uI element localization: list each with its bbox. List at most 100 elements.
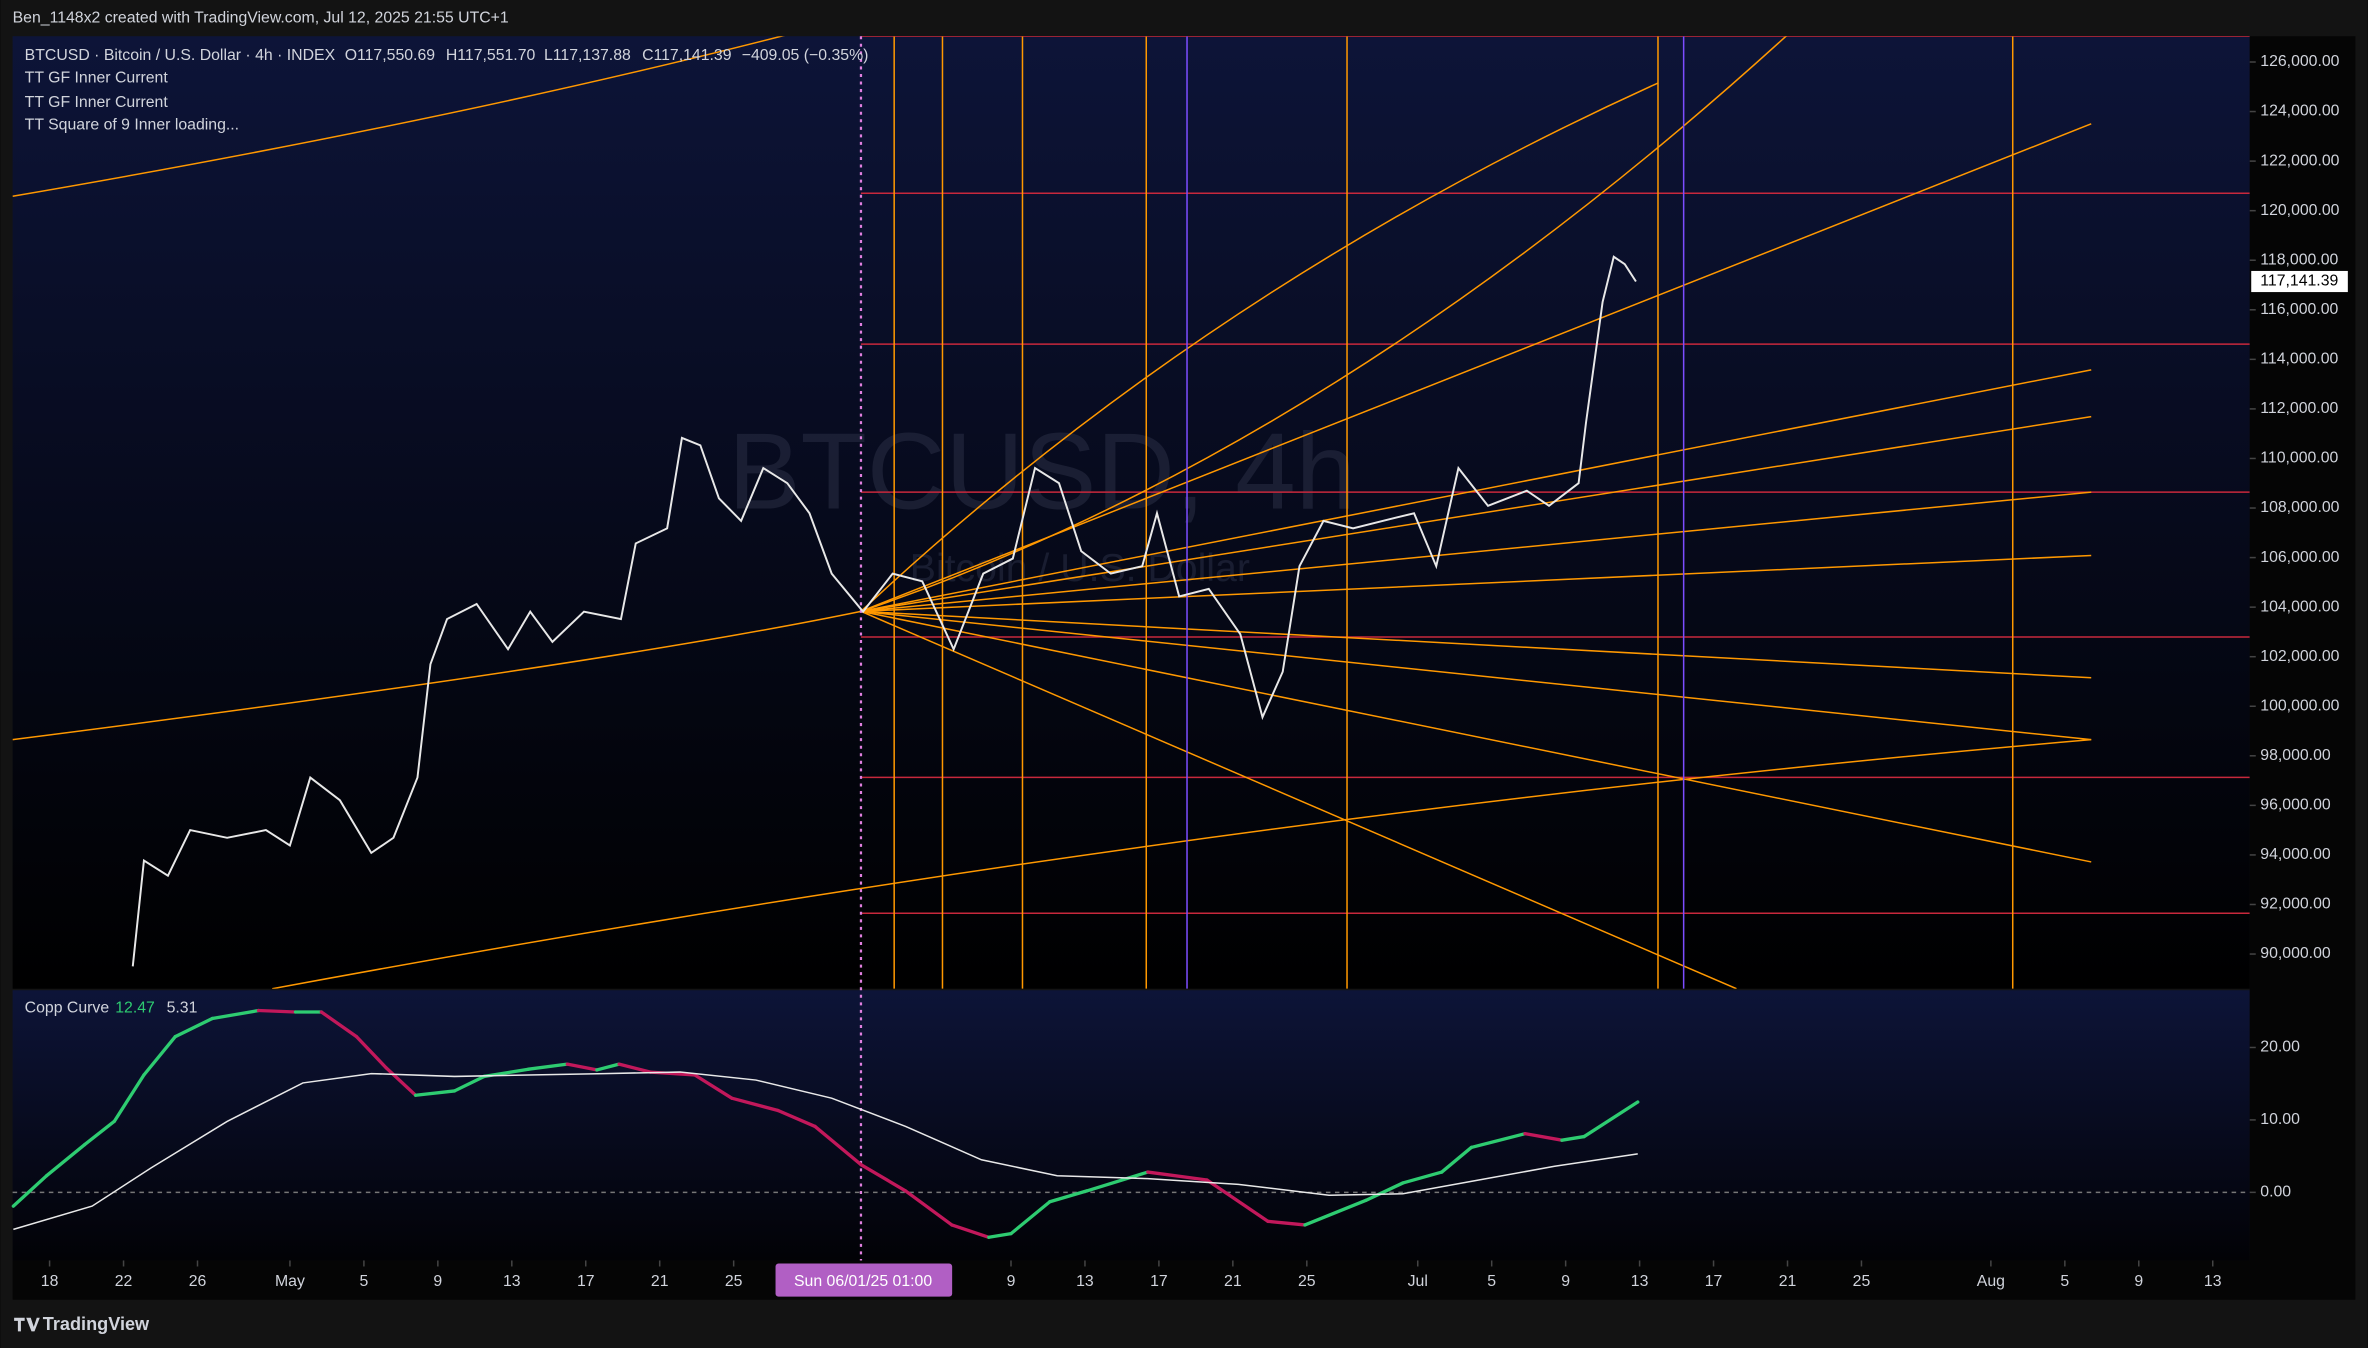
copp-segment bbox=[1582, 1100, 1640, 1139]
y-tick-label: 90,000.00 bbox=[2260, 945, 2331, 962]
copp-value: 12.47 bbox=[115, 1000, 155, 1017]
x-tick-label: 26 bbox=[189, 1273, 207, 1290]
y-tick-label: 94,000.00 bbox=[2260, 846, 2331, 863]
copp-title: Copp Curve bbox=[25, 1000, 110, 1017]
y-tick-label: 96,000.00 bbox=[2260, 797, 2331, 814]
change: −409.05 (−0.35%) bbox=[742, 47, 869, 64]
x-tick-label: 9 bbox=[433, 1273, 442, 1290]
x-tick-label: 25 bbox=[725, 1273, 743, 1290]
copp-segment bbox=[1009, 1200, 1052, 1236]
y-tick-label: 124,000.00 bbox=[2260, 103, 2339, 120]
x-tick-label: 5 bbox=[1487, 1273, 1496, 1290]
y-tick-label: 20.00 bbox=[2260, 1039, 2300, 1056]
x-tick-label: 9 bbox=[1561, 1273, 1570, 1290]
y-tick-label: 104,000.00 bbox=[2260, 598, 2339, 615]
copp-segment bbox=[1401, 1170, 1444, 1185]
copp-segment bbox=[354, 1034, 388, 1070]
y-tick-label: 108,000.00 bbox=[2260, 499, 2339, 516]
copp-segment bbox=[693, 1073, 734, 1100]
x-tick-label: Aug bbox=[1977, 1273, 2005, 1290]
copp-segment bbox=[987, 1231, 1013, 1239]
x-tick-label: May bbox=[275, 1273, 305, 1290]
indicator: TT GF Inner Current bbox=[25, 70, 169, 87]
x-tick-label: 5 bbox=[2060, 1273, 2069, 1290]
copp-segment bbox=[813, 1124, 863, 1167]
x-tick-label: 13 bbox=[1076, 1273, 1094, 1290]
x-tick-label: 21 bbox=[651, 1273, 669, 1290]
x-tick-label: 9 bbox=[1007, 1273, 1016, 1290]
x-tick-label: 25 bbox=[1298, 1273, 1316, 1290]
copp-segment bbox=[1146, 1170, 1209, 1182]
copp-segment bbox=[903, 1189, 954, 1227]
copp-segment bbox=[859, 1163, 908, 1193]
copp-segment bbox=[526, 1062, 569, 1071]
ohlc-open: O117,550.69 bbox=[345, 47, 436, 64]
copp-segment bbox=[1364, 1181, 1405, 1202]
x-tick-label: 21 bbox=[1224, 1273, 1242, 1290]
copp-segment bbox=[950, 1223, 991, 1239]
copp-segment bbox=[452, 1074, 486, 1093]
copp-segment bbox=[11, 1174, 49, 1208]
copp-segment bbox=[1523, 1132, 1564, 1142]
x-tick-label: 13 bbox=[503, 1273, 521, 1290]
x-tick-label: 21 bbox=[1779, 1273, 1797, 1290]
y-tick-label: 112,000.00 bbox=[2260, 400, 2338, 417]
copp-segment bbox=[1469, 1132, 1527, 1150]
crosshair-label: Sun 06/01/25 01:00 bbox=[794, 1273, 932, 1290]
x-tick-label: 13 bbox=[1631, 1273, 1649, 1290]
x-tick-label: 13 bbox=[2204, 1273, 2222, 1290]
copp-segment bbox=[414, 1089, 457, 1097]
signal-value: 5.31 bbox=[167, 1000, 198, 1017]
header: Ben_1148x2 created with TradingView.com,… bbox=[13, 9, 509, 26]
y-tick-label: 100,000.00 bbox=[2260, 697, 2339, 714]
last-price-bg bbox=[2251, 270, 2348, 293]
last-price-label: 117,141.39 bbox=[2260, 273, 2338, 290]
x-tick-label: 5 bbox=[359, 1273, 368, 1290]
footer: TradingView bbox=[43, 1314, 150, 1334]
copp-segment bbox=[142, 1034, 177, 1077]
ohlc-low: L117,137.88 bbox=[544, 47, 631, 64]
symbol: BTCUSD · Bitcoin / U.S. Dollar · 4h · IN… bbox=[25, 47, 336, 64]
x-tick-label: 17 bbox=[577, 1273, 595, 1290]
ohlc-close: C117,141.39 bbox=[642, 47, 732, 64]
copp-segment bbox=[1560, 1134, 1586, 1142]
copp-segment bbox=[319, 1010, 359, 1039]
copp-segment bbox=[776, 1108, 817, 1129]
price-axis bbox=[2249, 36, 2356, 1261]
x-tick-label: 22 bbox=[115, 1273, 133, 1290]
copp-segment bbox=[173, 1016, 214, 1039]
series-line bbox=[131, 255, 1637, 967]
y-tick-label: 92,000.00 bbox=[2260, 896, 2331, 913]
y-tick-label: 0.00 bbox=[2260, 1184, 2291, 1201]
copp-segment bbox=[112, 1073, 146, 1124]
copp-segment bbox=[595, 1062, 621, 1072]
copp-segment bbox=[1085, 1170, 1150, 1193]
copp-segment bbox=[565, 1062, 599, 1072]
x-tick-label: 9 bbox=[2134, 1273, 2143, 1290]
time-axis bbox=[12, 1260, 2356, 1300]
copp-segment bbox=[256, 1008, 298, 1014]
copp-segment bbox=[1303, 1198, 1368, 1227]
indicator: TT Square of 9 Inner loading... bbox=[25, 116, 239, 133]
y-tick-label: 98,000.00 bbox=[2260, 747, 2331, 764]
x-tick-label: 17 bbox=[1150, 1273, 1168, 1290]
copp-segment bbox=[1205, 1178, 1270, 1223]
crosshair-label-bg bbox=[775, 1263, 953, 1297]
series-line bbox=[13, 1071, 1638, 1231]
copp-segment bbox=[617, 1062, 653, 1074]
x-tick-label: 17 bbox=[1705, 1273, 1723, 1290]
copp-segment bbox=[83, 1119, 116, 1147]
drawings bbox=[12, 36, 2250, 989]
copp-segment bbox=[384, 1066, 418, 1097]
ohlc-high: H117,551.70 bbox=[446, 47, 536, 64]
y-tick-label: 120,000.00 bbox=[2260, 202, 2339, 219]
y-tick-label: 106,000.00 bbox=[2260, 549, 2339, 566]
x-tick-label: 25 bbox=[1853, 1273, 1871, 1290]
x-tick-label: 18 bbox=[41, 1273, 59, 1290]
copp-segment bbox=[44, 1142, 87, 1178]
y-tick-label: 122,000.00 bbox=[2260, 152, 2339, 169]
copp-segment bbox=[730, 1096, 780, 1113]
y-tick-label: 102,000.00 bbox=[2260, 648, 2339, 665]
